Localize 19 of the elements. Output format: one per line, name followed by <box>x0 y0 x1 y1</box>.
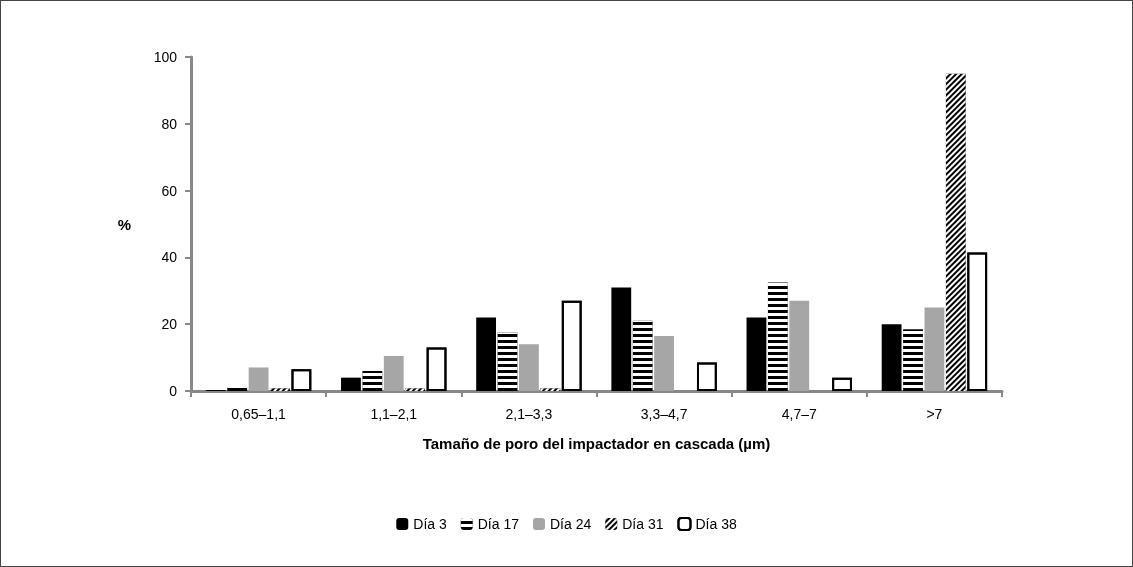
y-tick-label: 40 <box>161 249 178 266</box>
y-tick-label: 80 <box>161 115 178 132</box>
legend-label: Día 38 <box>695 516 737 532</box>
y-tick-label: 0 <box>169 383 178 399</box>
x-tick-label: 4,7–7 <box>781 406 817 422</box>
legend-label: Día 3 <box>413 516 447 532</box>
x-tick-label: >7 <box>926 406 943 422</box>
legend-label: Día 17 <box>477 516 520 532</box>
legend-label: Día 24 <box>549 516 592 532</box>
y-tick-label: 20 <box>161 316 178 333</box>
y-tick-label: 60 <box>161 182 178 199</box>
x-tick-label: 0,65–1,1 <box>231 406 287 422</box>
x-tick-label: 2,1–3,3 <box>505 406 553 422</box>
x-tick-label: 3,3–4,7 <box>640 406 688 422</box>
x-tick-label: 1,1–2,1 <box>370 406 418 422</box>
y-axis-title: % <box>117 215 131 233</box>
y-tick-label: 100 <box>153 49 178 65</box>
legend-label: Día 31 <box>622 516 664 532</box>
x-axis-title: Tamaño de poro del impactador en cascada (µm) <box>422 435 771 452</box>
